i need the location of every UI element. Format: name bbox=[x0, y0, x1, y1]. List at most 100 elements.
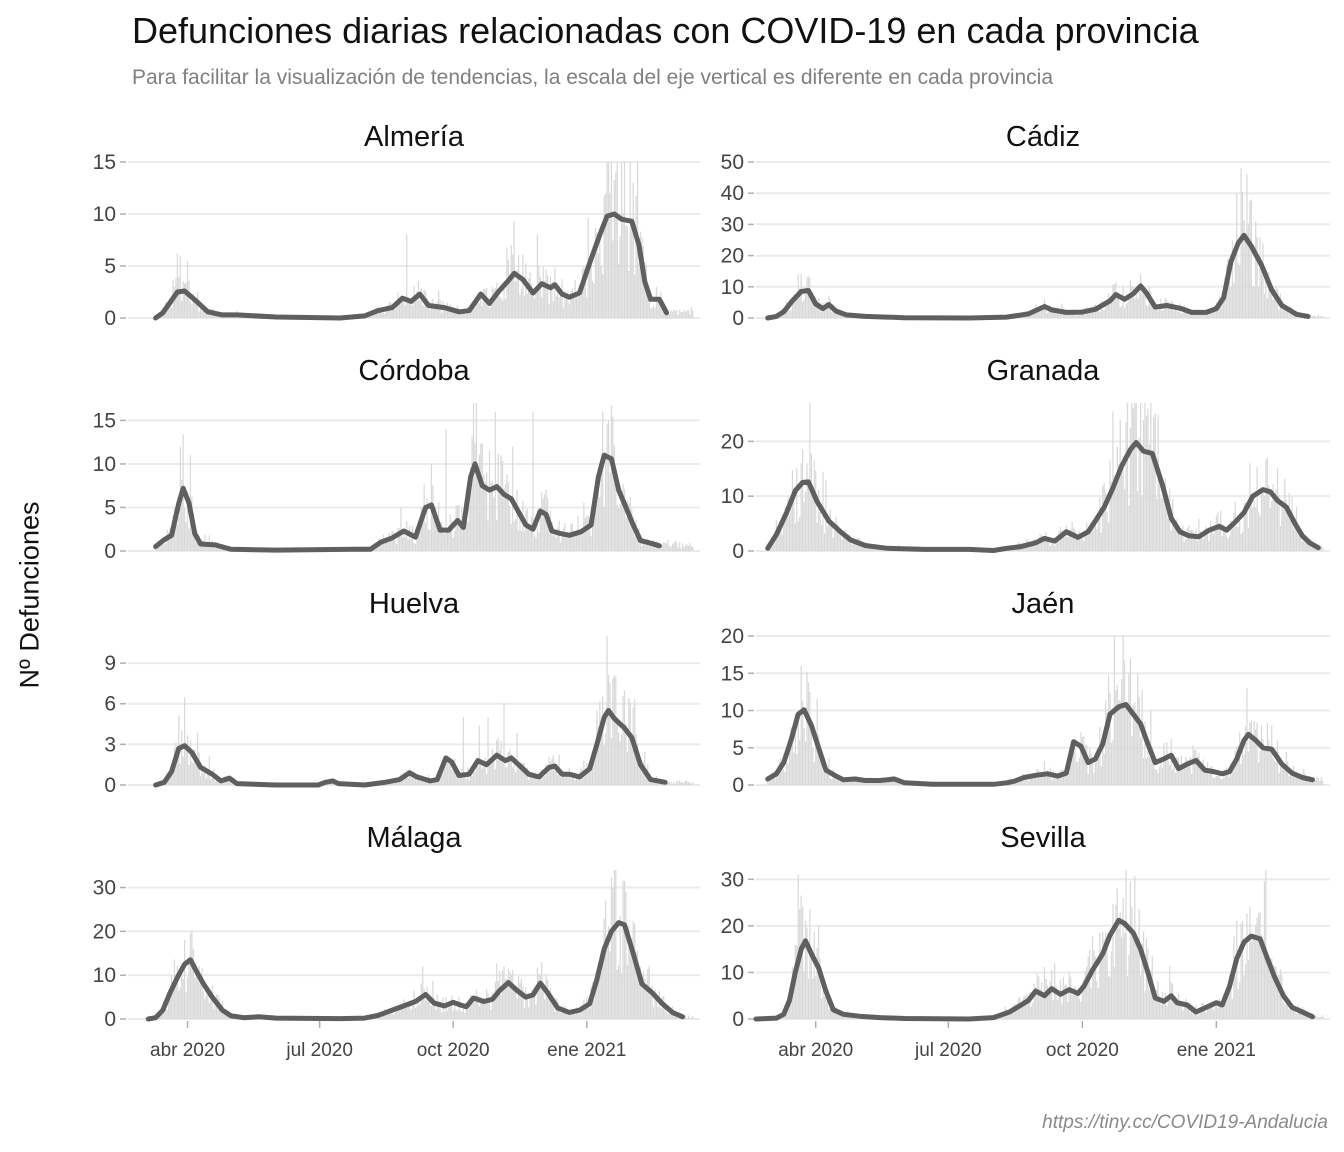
daily-bar bbox=[1215, 515, 1217, 551]
daily-bar bbox=[1188, 765, 1190, 785]
daily-bar bbox=[198, 965, 200, 1019]
daily-bar bbox=[571, 523, 573, 551]
daily-bar bbox=[670, 309, 672, 318]
daily-bar bbox=[812, 490, 814, 551]
daily-bar bbox=[1084, 745, 1086, 785]
daily-bar bbox=[496, 282, 498, 318]
daily-bar bbox=[787, 763, 789, 785]
daily-bar bbox=[1122, 636, 1124, 785]
daily-bar bbox=[458, 996, 460, 1019]
daily-bar bbox=[638, 759, 640, 785]
daily-bar bbox=[1193, 534, 1196, 551]
daily-bar bbox=[381, 542, 383, 551]
daily-bar bbox=[188, 963, 190, 1019]
daily-bar bbox=[674, 540, 676, 551]
daily-bar bbox=[1132, 408, 1134, 551]
daily-bar bbox=[1099, 497, 1101, 551]
daily-bar bbox=[882, 780, 884, 785]
daily-bar bbox=[1045, 772, 1047, 785]
daily-bar bbox=[513, 764, 515, 785]
daily-bar bbox=[411, 305, 414, 318]
daily-bar bbox=[1118, 928, 1120, 1019]
daily-bar bbox=[1084, 534, 1086, 551]
daily-bar bbox=[1176, 519, 1178, 551]
daily-bar bbox=[446, 1010, 449, 1019]
daily-bar bbox=[1198, 1013, 1200, 1019]
daily-bar bbox=[530, 776, 533, 785]
daily-bar bbox=[214, 780, 216, 785]
daily-bar bbox=[804, 287, 807, 318]
daily-bar bbox=[625, 225, 627, 318]
daily-bar bbox=[1046, 985, 1048, 1019]
daily-bar bbox=[828, 1009, 830, 1019]
x-tick-label: jul 2020 bbox=[285, 1040, 353, 1061]
daily-bar bbox=[676, 1015, 678, 1019]
daily-bar bbox=[584, 268, 586, 318]
daily-bar bbox=[683, 546, 685, 551]
daily-bar bbox=[1173, 310, 1175, 318]
daily-bar bbox=[560, 777, 562, 785]
daily-bar bbox=[491, 481, 494, 551]
daily-bar bbox=[619, 236, 621, 318]
daily-bar bbox=[835, 516, 837, 551]
daily-bar bbox=[1121, 305, 1123, 318]
daily-bar bbox=[587, 516, 589, 551]
daily-bar bbox=[1250, 719, 1252, 785]
daily-bar bbox=[456, 505, 459, 551]
daily-bar bbox=[634, 274, 636, 318]
daily-bar bbox=[485, 989, 488, 1019]
daily-bar bbox=[793, 752, 795, 785]
chart-subtitle: Para facilitar la visualización de tende… bbox=[132, 66, 1054, 89]
daily-bar bbox=[1287, 506, 1289, 551]
daily-bar bbox=[1297, 773, 1299, 785]
panel-title: Huelva bbox=[369, 588, 460, 620]
daily-bar bbox=[173, 287, 176, 318]
daily-bar bbox=[1269, 746, 1271, 785]
daily-bar bbox=[1237, 989, 1239, 1019]
daily-bar bbox=[1316, 776, 1318, 785]
daily-bar bbox=[677, 547, 679, 551]
daily-bar bbox=[1179, 1000, 1181, 1019]
daily-bar bbox=[1252, 939, 1254, 1019]
daily-bar bbox=[1250, 501, 1252, 551]
daily-bar bbox=[1300, 777, 1302, 785]
daily-bar bbox=[1284, 770, 1286, 785]
daily-bar bbox=[1294, 775, 1296, 785]
daily-bar bbox=[1129, 658, 1132, 785]
daily-bar bbox=[509, 971, 511, 1019]
daily-bar bbox=[797, 521, 799, 551]
daily-bar bbox=[831, 521, 833, 551]
daily-bar bbox=[496, 520, 498, 551]
daily-bar bbox=[665, 543, 668, 551]
daily-bar bbox=[1039, 777, 1041, 785]
daily-bar bbox=[176, 965, 178, 1019]
daily-bar bbox=[419, 300, 421, 318]
daily-bar bbox=[452, 537, 454, 551]
daily-bar bbox=[625, 517, 627, 551]
daily-bar bbox=[810, 727, 812, 785]
daily-bar bbox=[1166, 1006, 1168, 1019]
daily-bar bbox=[1227, 538, 1229, 551]
daily-bar bbox=[565, 1013, 568, 1019]
daily-bar bbox=[1281, 303, 1283, 318]
daily-bar bbox=[480, 761, 482, 785]
daily-bar bbox=[201, 968, 203, 1019]
daily-bar bbox=[436, 994, 438, 1019]
daily-bar bbox=[422, 781, 424, 785]
daily-bar bbox=[1260, 725, 1263, 785]
daily-bar bbox=[819, 958, 821, 1019]
daily-bar bbox=[661, 996, 663, 1019]
daily-bar bbox=[689, 1017, 691, 1019]
daily-bar bbox=[1282, 1001, 1284, 1019]
daily-bar bbox=[510, 524, 512, 551]
daily-bar bbox=[654, 989, 656, 1019]
daily-bar bbox=[1170, 739, 1172, 785]
daily-bar bbox=[597, 979, 599, 1019]
daily-bar bbox=[571, 775, 573, 785]
daily-bar bbox=[1250, 941, 1252, 1019]
daily-bar bbox=[1266, 457, 1268, 551]
daily-bar bbox=[644, 978, 646, 1019]
daily-bar bbox=[838, 1014, 840, 1019]
daily-bar bbox=[468, 313, 470, 318]
daily-bar bbox=[1240, 764, 1242, 785]
